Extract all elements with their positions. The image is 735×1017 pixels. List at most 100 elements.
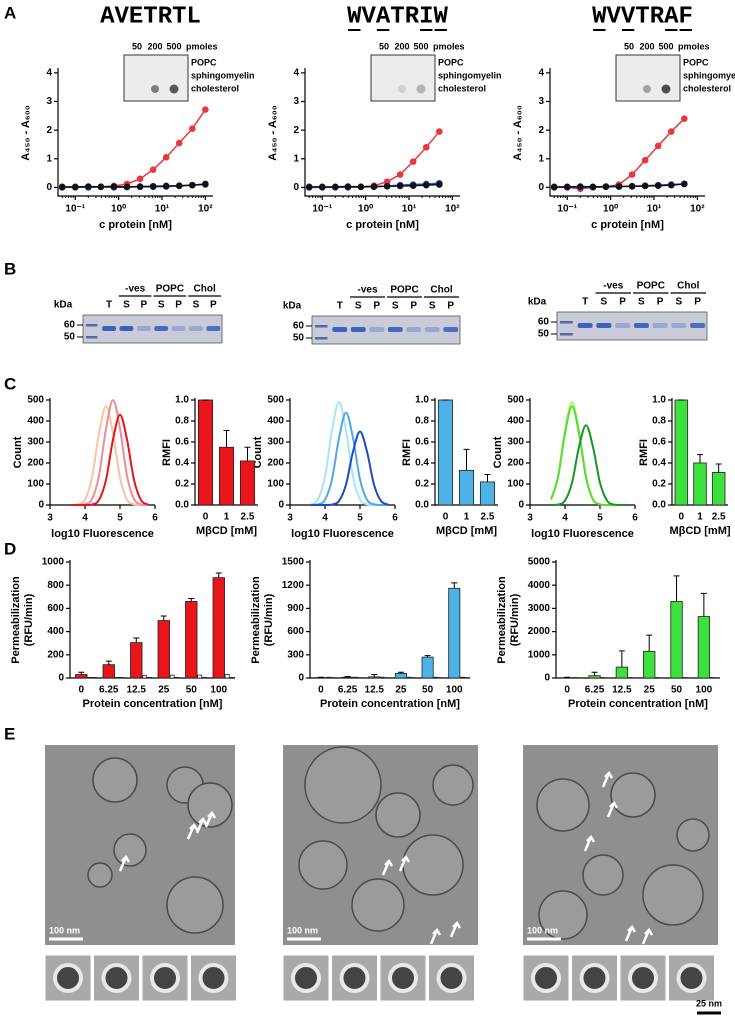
bar [615,666,629,679]
x-tick-label: 0 [318,685,324,696]
gel-marker: 60 [64,320,76,331]
lane-label: P [210,300,217,311]
bar [459,676,465,679]
data-point [202,180,209,188]
gel-band [332,327,348,332]
x-tick-label: 10⁻¹ [557,204,577,215]
dot-blot [615,54,681,102]
data-point [422,181,430,189]
series-line [550,424,629,507]
scale-label: 100 nm [287,925,318,935]
x-tick-label: 6.25 [585,685,605,696]
data-point [641,156,649,164]
y-tick-label: 0.2 [415,479,429,490]
gel-band [443,327,459,332]
data-point [667,181,675,189]
y-tick-label: 0.0 [175,500,189,511]
y-tick-label: 500 [267,395,284,406]
gel-band [615,323,631,328]
data-point [422,144,430,151]
gel-marker: 60 [538,317,550,328]
error-bar [451,582,458,589]
data-point [149,182,157,190]
data-point [136,183,144,190]
lane-label: P [373,301,380,312]
series-line [550,405,628,507]
bar [114,677,120,679]
vesicle [432,764,474,806]
data-point [396,182,404,190]
gel-band [690,323,706,328]
panel-letter: A [4,3,16,22]
vesicle [187,782,233,828]
y-tick-label: 400 [507,416,524,427]
x-axis-label: Protein concentration [nM] [83,698,223,710]
x-tick-label: 2.5 [481,512,495,523]
data-point [383,182,391,190]
y-axis-label: Count [492,436,504,468]
dot-blot [370,54,436,102]
ring [388,963,418,993]
bar [197,674,203,679]
x-tick-label: 4 [562,513,568,524]
y-axis-label: A₄₅₀ - A₆₀₀ [267,105,279,160]
vesicle [304,746,382,824]
blot-amount: 50 [624,41,634,51]
y-tick-label: 0.8 [415,416,429,427]
bar [341,676,354,679]
panel-letter: E [4,724,15,743]
y-tick-label: 500 [507,395,524,406]
vesicle [87,862,113,888]
gel-band [577,323,593,328]
class-average [44,954,92,1002]
x-tick-label: 1 [697,512,703,523]
error-bar [105,660,112,665]
gel-kda: kDa [283,301,302,312]
y-tick-label: 0.4 [415,458,429,469]
x-axis-label: Protein concentration [nM] [568,698,708,710]
lane-label: P [447,301,454,312]
group-label: Chol [430,285,452,296]
blot-lipid: POPC [683,57,709,67]
error-bar [673,575,680,602]
x-tick-label: 10⁻¹ [65,204,85,215]
error-bar [371,674,378,677]
y-tick-label: 1200 [282,580,305,591]
y-tick-label: 1 [293,153,299,164]
y-tick-label: 300 [287,649,304,660]
x-tick-label: 1 [224,512,230,523]
data-point [110,183,118,190]
gel-band [596,323,612,328]
blot-lipid: POPC [438,57,464,67]
blot-dot [151,85,159,93]
panel-letter: B [4,259,16,278]
y-tick-label: 3000 [528,603,551,614]
y-tick-label: 600 [47,603,64,614]
data-point [667,128,675,135]
blot-lipid: sphingomyelin [683,70,735,80]
data-point [357,183,365,191]
chart-title: AVETRTL [100,3,201,30]
x-tick-label: 50 [671,685,683,696]
y-tick-label: 1 [538,153,544,164]
bar [157,620,170,679]
data-point [305,183,313,191]
gel-band [387,327,403,332]
y-tick-label: 0.4 [652,458,666,469]
gel-band [424,327,440,332]
bar [353,676,359,679]
arrow [186,822,199,840]
x-tick-label: 10⁰ [358,204,373,215]
bar [75,674,88,679]
scale-label: 100 nm [49,925,80,935]
blot-amount: 50 [132,41,142,51]
gel-band [406,327,422,332]
y-tick-label: 0 [298,673,304,684]
data-point [589,183,597,191]
data-point [202,106,209,113]
data-point [123,183,131,191]
x-tick-label: 6.25 [99,685,119,696]
lane-label: S [601,297,608,308]
blot-lipid: sphingomyelin [191,70,255,80]
